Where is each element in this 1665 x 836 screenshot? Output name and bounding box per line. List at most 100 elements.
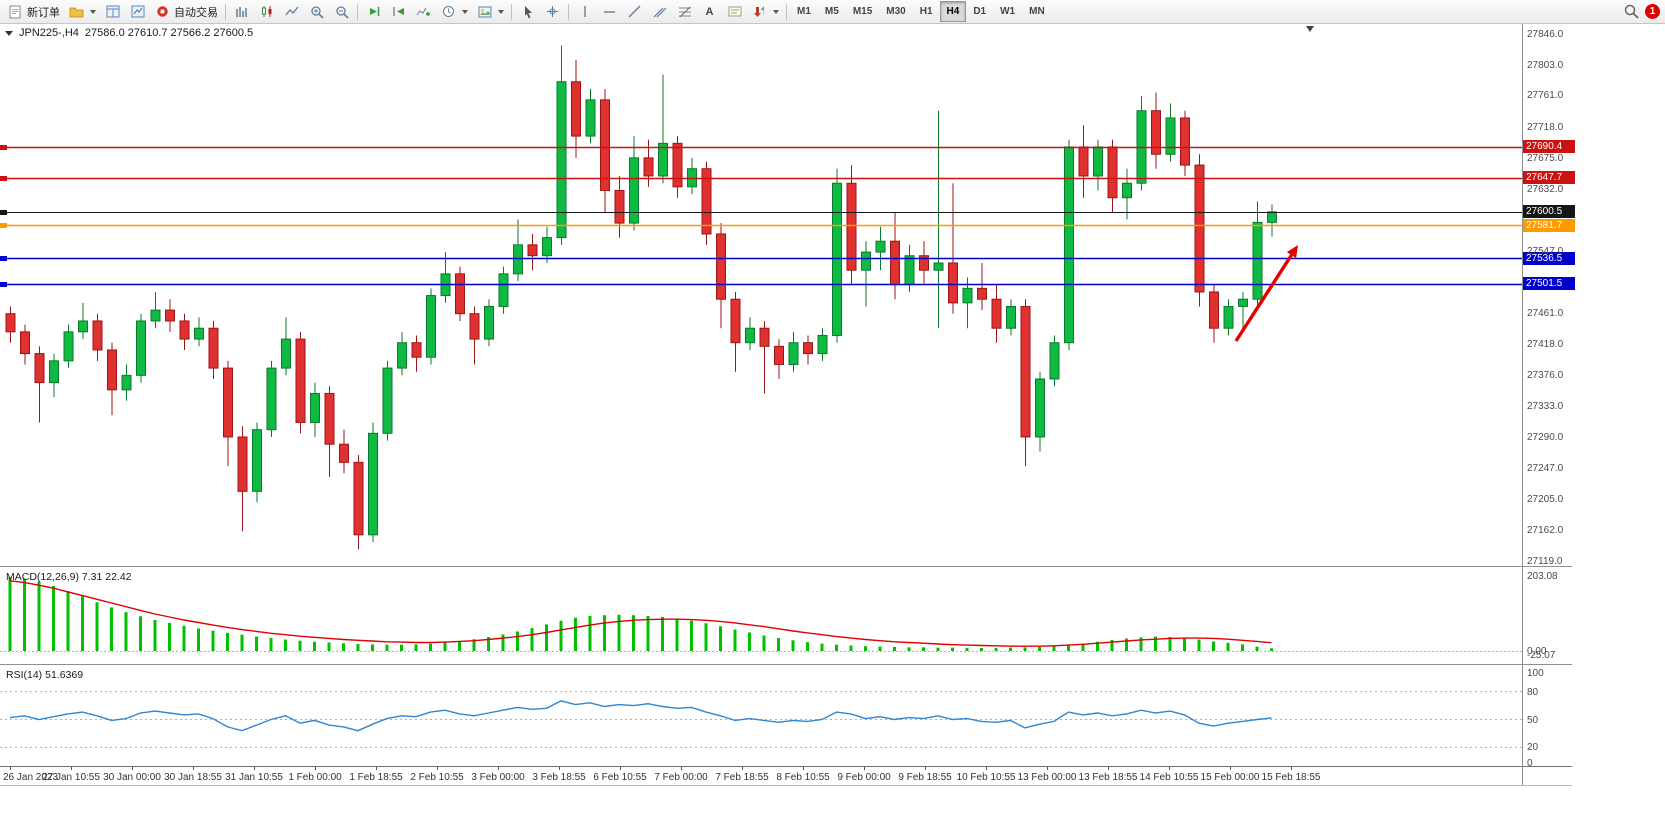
- horizontal-line-button[interactable]: [597, 2, 622, 21]
- timeframe-button-m30[interactable]: M30: [886, 6, 906, 17]
- cursor-button[interactable]: [515, 2, 540, 21]
- time-tick: [1169, 767, 1170, 770]
- price-tick-label: 27247.0: [1527, 463, 1564, 475]
- new-order-icon: [7, 4, 24, 20]
- symbol-period-label: JPN225-,H4: [19, 27, 79, 39]
- candlestick-chart-icon: [258, 4, 275, 20]
- time-label: 7 Feb 00:00: [654, 772, 708, 783]
- hline-left-marker: [0, 256, 7, 262]
- price-tick-label: 27376.0: [1527, 369, 1564, 381]
- rsi-label: RSI(14) 51.6369: [6, 669, 84, 681]
- templates-button[interactable]: [472, 2, 508, 21]
- rsi-indicator-panel[interactable]: [0, 666, 1522, 766]
- hline-left-marker: [0, 175, 7, 181]
- time-label: 10 Feb 10:55: [956, 772, 1016, 783]
- horizontal-line-icon: [601, 4, 618, 20]
- chart-bars-button[interactable]: [229, 2, 254, 21]
- zoom-out-button[interactable]: [329, 2, 354, 21]
- price-axis[interactable]: 27690.4 27647.7 27600.5 27581.7 27536.5 27501…: [1522, 23, 1575, 785]
- channel-button[interactable]: [647, 2, 672, 21]
- search-icon[interactable]: [1623, 4, 1640, 20]
- macd-axis-label: -25.07: [1527, 650, 1556, 661]
- time-label: 27 Jan 10:55: [42, 772, 100, 783]
- chart-profiles-button[interactable]: [64, 2, 100, 21]
- time-tick: [742, 767, 743, 770]
- time-tick: [315, 767, 316, 770]
- chart-candlesticks-button[interactable]: [254, 2, 279, 21]
- timeframe-button-d1[interactable]: D1: [973, 6, 987, 17]
- time-axis[interactable]: 26 Jan 2023 27 Jan 10:55 30 Jan 00:00 30 Ja…: [0, 767, 1572, 785]
- time-tick: [437, 767, 438, 770]
- fibonacci-button[interactable]: [672, 2, 697, 21]
- timeframe-button-h4[interactable]: H4: [939, 1, 967, 22]
- timeframe-toolbar: M1 M5 M15 M30 H1 H4 D1 W1 MN: [790, 1, 1052, 22]
- candlestick-chart[interactable]: [0, 23, 1522, 566]
- zoom-out-icon: [333, 4, 350, 20]
- new-order-button[interactable]: 新订单: [3, 2, 64, 21]
- time-tick: [1047, 767, 1048, 770]
- chart-header: JPN225-,H4 27586.0 27610.7 27566.2 27600…: [5, 27, 253, 39]
- trendline-button[interactable]: [622, 2, 647, 21]
- trendline-icon: [626, 4, 643, 20]
- panel-splitter[interactable]: [0, 664, 1572, 665]
- chart-shift-button[interactable]: [386, 2, 411, 21]
- auto-scroll-icon: [365, 4, 382, 20]
- indicators-button[interactable]: [411, 2, 436, 21]
- rsi-axis-label: 20: [1527, 742, 1539, 754]
- panel-splitter[interactable]: [0, 766, 1572, 767]
- time-tick: [132, 767, 133, 770]
- toolbar-separator: [357, 3, 358, 20]
- zoom-in-button[interactable]: [304, 2, 329, 21]
- time-label: 6 Feb 10:55: [593, 772, 647, 783]
- rsi-axis-label: 50: [1527, 714, 1539, 726]
- time-tick: [254, 767, 255, 770]
- price-tick-label: 27119.0: [1527, 555, 1563, 567]
- hline-price-label: 27536.5: [1523, 251, 1575, 265]
- time-tick: [71, 767, 72, 770]
- price-tick-label: 27547.0: [1527, 245, 1564, 257]
- trend-arrow-annotation[interactable]: [1234, 245, 1298, 342]
- text-icon: A: [705, 5, 714, 18]
- macd-indicator-panel[interactable]: [0, 568, 1522, 664]
- timeframe-button-m15[interactable]: M15: [852, 6, 873, 17]
- market-watch-icon: [104, 4, 121, 20]
- market-watch-button[interactable]: [100, 2, 125, 21]
- time-label: 14 Feb 10:55: [1139, 772, 1199, 783]
- time-tick: [1108, 767, 1109, 770]
- navigator-button[interactable]: [125, 2, 150, 21]
- notification-badge[interactable]: 1: [1645, 4, 1660, 19]
- timeframe-button-m1[interactable]: M1: [797, 6, 811, 17]
- periods-button[interactable]: [436, 2, 472, 21]
- auto-scroll-button[interactable]: [361, 2, 386, 21]
- auto-trading-icon: [154, 4, 171, 20]
- macd-signal-line: [9, 580, 1272, 647]
- price-tick-label: 27761.0: [1527, 90, 1564, 102]
- timeframe-button-h1[interactable]: H1: [919, 6, 933, 17]
- line-chart-icon: [283, 4, 300, 20]
- chart-line-button[interactable]: [279, 2, 304, 21]
- timeframe-button-w1[interactable]: W1: [1000, 6, 1016, 17]
- time-label: 31 Jan 10:55: [225, 772, 283, 783]
- time-label: 3 Feb 18:55: [532, 772, 586, 783]
- timeframe-button-mn[interactable]: MN: [1029, 6, 1045, 17]
- hline-price-label: 27647.7: [1523, 171, 1575, 185]
- text-button[interactable]: A: [697, 2, 722, 21]
- vertical-line-button[interactable]: [572, 2, 597, 21]
- price-tick-label: 27461.0: [1527, 307, 1564, 319]
- text-label-button[interactable]: [722, 2, 747, 21]
- auto-trading-button[interactable]: 自动交易: [150, 2, 222, 21]
- crosshair-button[interactable]: [540, 2, 565, 21]
- cursor-icon: [519, 4, 536, 20]
- timeframe-button-m5[interactable]: M5: [824, 6, 839, 17]
- chart-window: JPN225-,H4 27586.0 27610.7 27566.2 27600…: [0, 23, 1575, 786]
- arrows-button[interactable]: [747, 2, 783, 21]
- time-label: 7 Feb 18:55: [715, 772, 769, 783]
- time-label: 8 Feb 10:55: [776, 772, 830, 783]
- chart-shift-marker-icon[interactable]: [1306, 26, 1314, 32]
- time-label: 9 Feb 18:55: [898, 772, 952, 783]
- time-label: 13 Feb 18:55: [1078, 772, 1138, 783]
- chart-menu-icon[interactable]: [5, 30, 13, 36]
- panel-splitter[interactable]: [0, 566, 1572, 567]
- time-tick: [803, 767, 804, 770]
- price-tick-label: 27333.0: [1527, 400, 1564, 412]
